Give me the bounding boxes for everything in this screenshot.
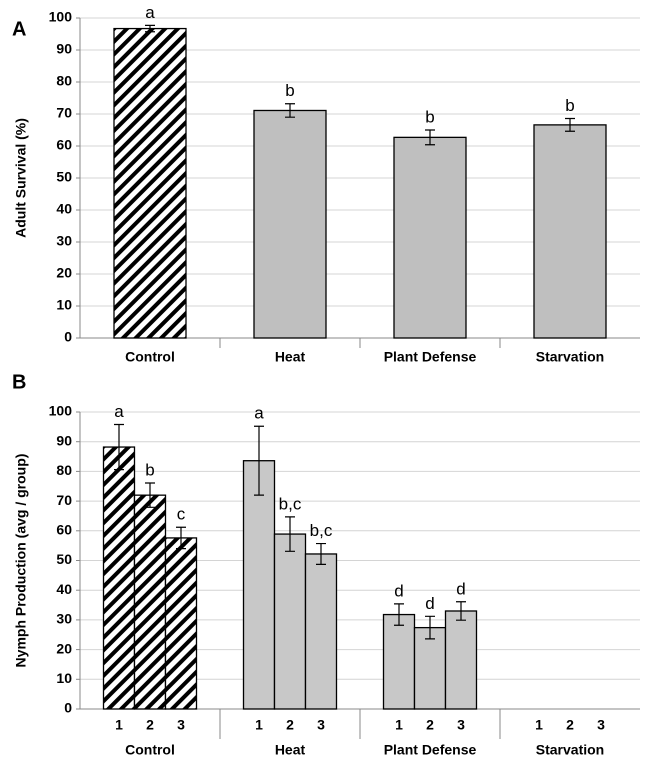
error-bar	[145, 482, 155, 508]
group-label: Heat	[275, 742, 306, 758]
x-tick-label: 3	[597, 717, 605, 733]
y-tick-label: 20	[56, 265, 72, 281]
error-bar	[456, 601, 466, 621]
bar	[113, 27, 187, 339]
error-bar	[114, 423, 124, 471]
y-tick-label: 30	[56, 611, 72, 627]
significance-letter: d	[456, 579, 465, 598]
x-tick-label: 2	[566, 717, 574, 733]
y-tick-label: 50	[56, 551, 72, 567]
significance-letter: b	[285, 81, 294, 100]
x-tick-label: 2	[426, 717, 434, 733]
x-tick-label: 3	[177, 717, 185, 733]
bar	[413, 626, 447, 710]
significance-letter: b	[425, 107, 434, 126]
y-tick-label: 90	[56, 432, 72, 448]
y-tick-label: 10	[56, 670, 72, 686]
panel-label: A	[12, 18, 26, 40]
error-bar	[145, 24, 155, 33]
x-tick-label: Starvation	[536, 349, 604, 365]
x-tick-label: 1	[395, 717, 403, 733]
x-tick-label: 1	[535, 717, 543, 733]
bar	[304, 553, 338, 710]
error-bar	[394, 603, 404, 626]
y-tick-label: 10	[56, 297, 72, 313]
bar	[393, 136, 467, 339]
x-tick-label: Plant Defense	[384, 349, 477, 365]
y-tick-label: 0	[64, 329, 72, 345]
y-axis-title: Nymph Production (avg / group)	[13, 454, 29, 668]
x-tick-label: 2	[146, 717, 154, 733]
error-bar	[254, 425, 264, 496]
y-tick-label: 100	[49, 403, 73, 419]
bar	[444, 610, 478, 710]
error-bar	[565, 117, 575, 132]
significance-letter: a	[114, 402, 124, 421]
x-tick-label: 3	[317, 717, 325, 733]
error-bar	[425, 615, 435, 640]
group-label: Plant Defense	[384, 742, 477, 758]
error-bar	[285, 516, 295, 552]
bar	[382, 613, 416, 710]
x-tick-label: 2	[286, 717, 294, 733]
y-tick-label: 90	[56, 41, 72, 57]
bar	[133, 494, 167, 710]
y-tick-label: 20	[56, 640, 72, 656]
significance-letter: a	[254, 404, 264, 423]
y-tick-label: 70	[56, 492, 72, 508]
y-tick-label: 40	[56, 581, 72, 597]
x-tick-label: Heat	[275, 349, 306, 365]
significance-letter: b,c	[279, 494, 302, 513]
bar	[253, 109, 327, 339]
significance-letter: d	[425, 594, 434, 613]
y-tick-label: 80	[56, 462, 72, 478]
error-bar	[425, 129, 435, 146]
panel-label: B	[12, 371, 26, 393]
bar	[164, 537, 198, 710]
y-axis-title: Adult Survival (%)	[13, 118, 29, 238]
significance-letter: b,c	[310, 521, 333, 540]
error-bar	[316, 542, 326, 565]
y-tick-label: 60	[56, 522, 72, 538]
y-tick-label: 0	[64, 700, 72, 716]
x-tick-label: 1	[255, 717, 263, 733]
y-tick-label: 40	[56, 201, 72, 217]
bar	[102, 446, 136, 710]
group-label: Control	[125, 742, 175, 758]
y-tick-label: 70	[56, 105, 72, 121]
significance-letter: b	[145, 460, 154, 479]
x-tick-label: 3	[457, 717, 465, 733]
y-tick-label: 60	[56, 137, 72, 153]
significance-letter: a	[145, 3, 155, 22]
bar	[533, 124, 607, 339]
error-bar	[176, 526, 186, 550]
y-tick-label: 80	[56, 73, 72, 89]
significance-letter: d	[394, 581, 403, 600]
group-label: Starvation	[536, 742, 604, 758]
error-bar	[285, 103, 295, 118]
x-tick-label: Control	[125, 349, 175, 365]
bar	[273, 533, 307, 710]
significance-letter: c	[177, 505, 186, 524]
x-tick-label: 1	[115, 717, 123, 733]
y-tick-label: 30	[56, 233, 72, 249]
significance-letter: b	[565, 96, 574, 115]
y-tick-label: 100	[49, 9, 73, 25]
y-tick-label: 50	[56, 169, 72, 185]
bar	[242, 460, 276, 710]
